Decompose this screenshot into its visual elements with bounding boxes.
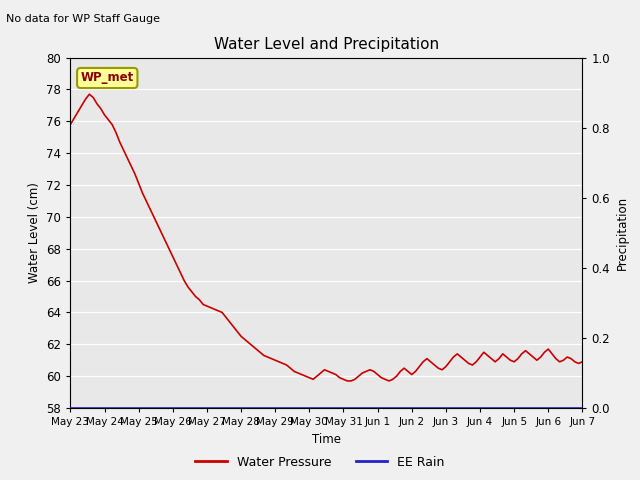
Title: Water Level and Precipitation: Water Level and Precipitation [214, 37, 439, 52]
Text: WP_met: WP_met [81, 72, 134, 84]
Text: No data for WP Staff Gauge: No data for WP Staff Gauge [6, 14, 161, 24]
Y-axis label: Precipitation: Precipitation [616, 196, 628, 270]
Y-axis label: Water Level (cm): Water Level (cm) [28, 182, 41, 283]
Legend: Water Pressure, EE Rain: Water Pressure, EE Rain [190, 451, 450, 474]
X-axis label: Time: Time [312, 432, 341, 445]
